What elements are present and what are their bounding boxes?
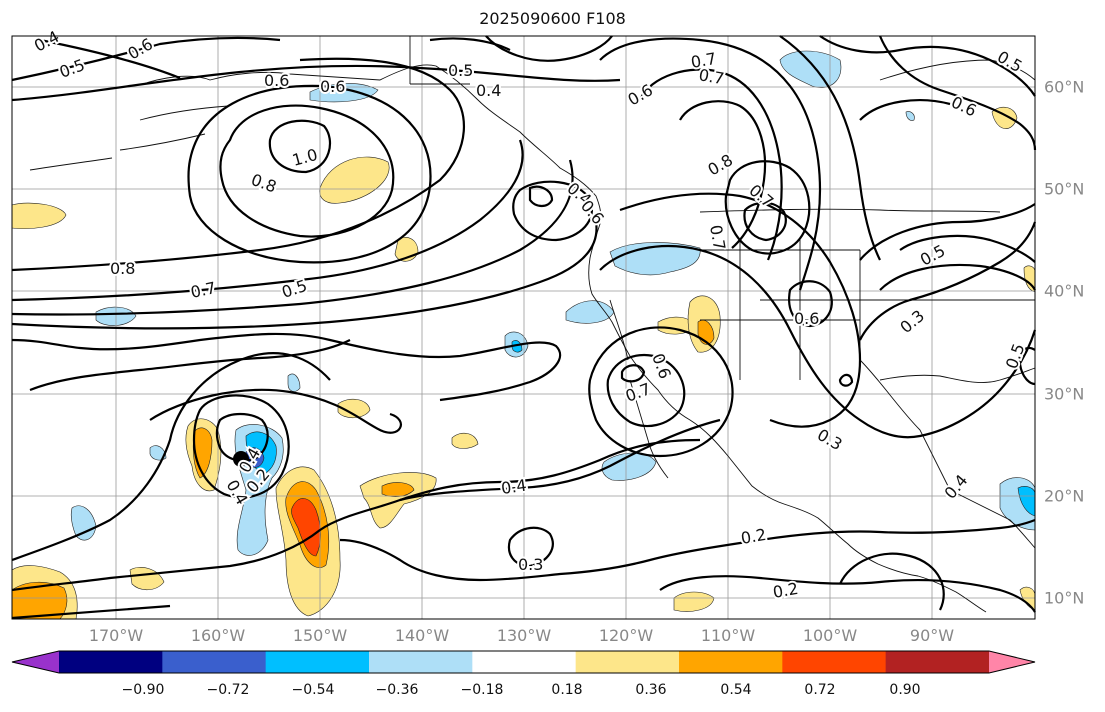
colorbar-segment — [369, 651, 473, 673]
lat-tick-label: 30°N — [1044, 384, 1085, 404]
coastlines — [29, 36, 1036, 613]
lat-tick-label: 10°N — [1044, 588, 1085, 608]
map-frame — [11, 35, 1036, 620]
anomaly-patch — [287, 373, 301, 392]
colorbar-tick-label: −0.90 — [121, 682, 165, 698]
storm-center-dot — [233, 451, 249, 467]
colorbar-tick-label: 0.72 — [804, 682, 836, 698]
lon-tick-label: 140°W — [394, 626, 450, 645]
colorbar-tick-label: −0.72 — [206, 682, 250, 698]
contour-lines — [11, 35, 1037, 620]
colorbar-segment — [162, 651, 267, 673]
contour-label: 0.4 — [476, 81, 501, 100]
lon-tick-label: 150°W — [292, 626, 348, 645]
colorbar-extend-max — [989, 651, 1035, 673]
anomaly-patch — [11, 202, 67, 229]
contour-label: 0.7 — [706, 223, 729, 251]
contour-label: 0.3 — [518, 555, 543, 574]
lon-tick-label: 90°W — [909, 626, 955, 645]
colorbar-segment — [782, 651, 887, 673]
lon-tick-label: 130°W — [496, 626, 552, 645]
colorbar-tick-label: −0.18 — [460, 682, 504, 698]
anomaly-patch — [511, 340, 523, 353]
colorbar-extend-min — [12, 651, 59, 673]
anomaly-patch — [779, 50, 842, 88]
anomaly-patch — [451, 432, 479, 449]
lat-tick-label: 50°N — [1044, 179, 1085, 199]
colorbar-segment — [265, 651, 370, 673]
anomaly-patch — [11, 581, 68, 620]
lon-tick-label: 100°W — [802, 626, 858, 645]
lat-tick-label: 20°N — [1044, 486, 1085, 506]
graticule — [12, 36, 1035, 619]
colorbar-segment — [575, 651, 680, 673]
lat-tick-label: 60°N — [1044, 77, 1085, 97]
colorbar-tick-label: 0.54 — [720, 682, 752, 698]
contour-label: 0.8 — [110, 259, 135, 278]
colorbar-segment — [59, 651, 163, 673]
lon-tick-label: 120°W — [598, 626, 654, 645]
anomaly-patch — [905, 111, 915, 121]
contour-label: 0.6 — [320, 77, 345, 96]
colorbar-tick-label: 0.36 — [635, 682, 667, 698]
colorbar-tick-label: 0.90 — [889, 682, 921, 698]
lat-tick-label: 40°N — [1044, 281, 1085, 301]
colorbar-tick-label: −0.54 — [291, 682, 335, 698]
contour-label: 0.4 — [500, 476, 528, 498]
colorbar-segment — [472, 651, 577, 673]
storm-center — [233, 451, 249, 467]
anomaly-patch — [291, 498, 321, 557]
anomaly-patch — [319, 156, 390, 204]
contour-label: 0.5 — [448, 61, 473, 80]
colorbar-segment — [885, 651, 990, 673]
figure-title: 2025090600 F108 — [479, 9, 626, 28]
colorbar-tick-label: −0.36 — [375, 682, 419, 698]
contour-label: 0.6 — [264, 71, 289, 90]
anomaly-patch — [309, 83, 379, 103]
anomaly-patch — [149, 445, 167, 461]
colorbar-tick-label: 0.18 — [551, 682, 583, 698]
contour-label: 0.6 — [794, 309, 819, 328]
anomaly-patch — [70, 505, 97, 541]
lon-tick-label: 160°W — [190, 626, 246, 645]
anomaly-patch — [337, 398, 371, 419]
colorbar-segment — [679, 651, 783, 673]
lon-tick-label: 170°W — [88, 626, 144, 645]
lon-tick-label: 110°W — [700, 626, 756, 645]
colorbar-outline — [11, 650, 1036, 674]
colorbar — [11, 650, 1036, 674]
